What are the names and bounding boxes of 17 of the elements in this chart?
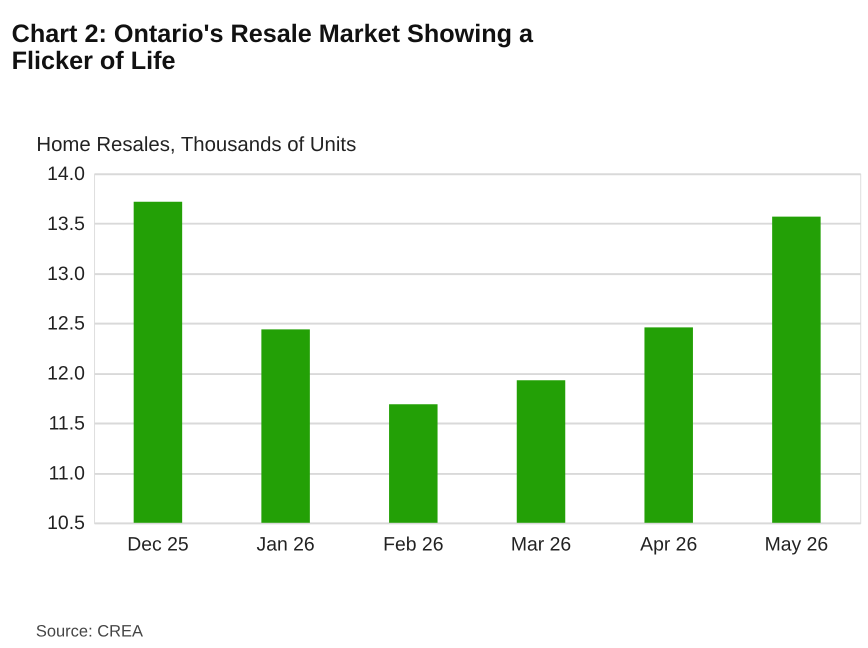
x-tick-label: Feb 26 (383, 534, 444, 556)
y-tick-label: 11.5 (48, 412, 85, 434)
y-axis-title: Home Resales, Thousands of Units (36, 134, 356, 156)
x-tick-label: Apr 26 (640, 534, 698, 556)
x-tick-label: Mar 26 (510, 534, 572, 556)
chart-title: Chart 2: Ontario's Resale Market Showing a Flicker of Life (12, 20, 534, 76)
y-tick-label: 12.5 (47, 312, 85, 335)
y-tick-label: 10.5 (47, 512, 85, 534)
y-tick-label: 14.0 (47, 163, 86, 186)
y-tick-label: 11.0 (48, 462, 86, 484)
y-tick-label: 12.0 (47, 362, 86, 385)
x-tick-label: May 26 (764, 534, 828, 556)
source-note: Source: CREA (36, 622, 143, 640)
y-tick-label: 13.5 (47, 212, 85, 235)
x-tick-label: Jan 26 (256, 534, 315, 556)
x-tick-label: Dec 25 (127, 534, 189, 556)
y-tick-label: 13.0 (47, 262, 86, 285)
